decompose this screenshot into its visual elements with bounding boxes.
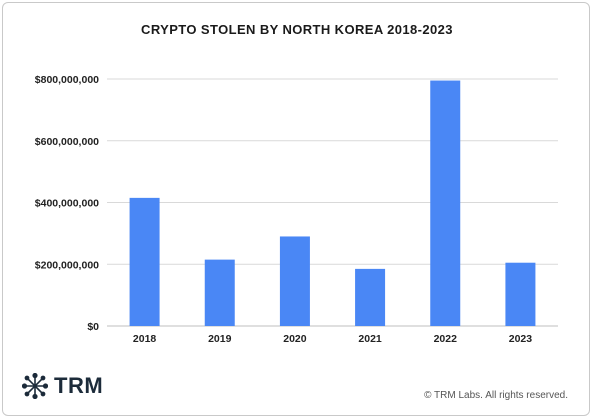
- trm-logo: TRM: [22, 373, 103, 399]
- x-tick-label: 2019: [208, 333, 232, 345]
- bar-2023: [505, 262, 536, 326]
- y-tick-label: $0: [87, 321, 99, 333]
- x-tick-label: 2018: [133, 333, 157, 345]
- snowflake-burst-icon: [22, 373, 48, 399]
- chart-title: CRYPTO STOLEN BY NORTH KOREA 2018-2023: [141, 22, 453, 37]
- y-tick-label: $800,000,000: [35, 74, 99, 86]
- bars: [129, 80, 536, 326]
- chart-card: [2, 2, 590, 416]
- x-tick-label: 2020: [283, 333, 307, 345]
- bar-2021: [355, 268, 386, 326]
- y-tick-label: $600,000,000: [35, 136, 99, 148]
- copyright-notice: © TRM Labs. All rights reserved.: [424, 390, 568, 401]
- y-axis-ticks: $0 $200,000,000 $400,000,000 $600,000,000 $8…: [35, 74, 99, 333]
- gridlines: [107, 78, 558, 327]
- bar-2018: [129, 197, 160, 326]
- x-tick-label: 2023: [509, 333, 533, 345]
- x-axis-ticks: 2018 2019 2020 2021 2022 2023: [133, 333, 532, 345]
- logo-text: TRM: [54, 373, 104, 398]
- x-tick-label: 2022: [434, 333, 458, 345]
- x-tick-label: 2021: [358, 333, 382, 345]
- y-tick-label: $400,000,000: [35, 198, 99, 210]
- bar-2020: [279, 236, 310, 326]
- y-tick-label: $200,000,000: [35, 259, 99, 271]
- bar-2019: [204, 259, 235, 326]
- bar-2022: [430, 80, 461, 326]
